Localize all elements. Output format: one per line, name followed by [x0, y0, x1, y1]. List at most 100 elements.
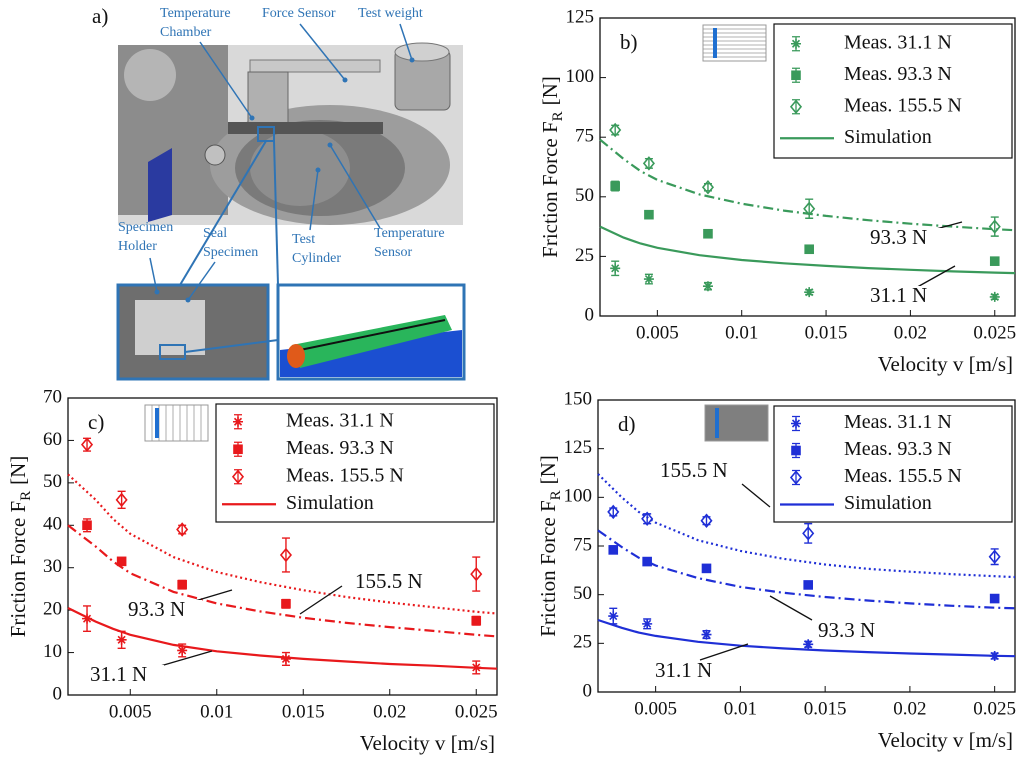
y-tick-label: 50 — [575, 185, 594, 206]
bolt — [204, 144, 226, 166]
fem-edge — [299, 319, 446, 351]
x-tick-label: 0.02 — [893, 698, 926, 719]
marker-diamond — [700, 513, 713, 528]
legend-label: Meas. 31.1 N — [844, 31, 952, 53]
marker-star — [471, 662, 482, 673]
blue-plate — [148, 148, 172, 222]
marker-diamond — [988, 219, 1001, 234]
callout-label: Specimen — [203, 245, 258, 260]
marker-square — [989, 256, 1000, 266]
y-tick-label: 150 — [564, 388, 593, 409]
marker-square — [989, 593, 1000, 604]
fem-base — [280, 330, 462, 377]
chart: 0 25 50 75 100 125 0.005 0.01 0.015 0.02 0.025 Velo… — [538, 6, 1016, 375]
simulation-curve — [597, 529, 1016, 610]
weight-top — [394, 42, 450, 62]
y-label-main: Friction Force F — [538, 121, 562, 258]
legend-box — [773, 405, 1013, 523]
marker-star — [701, 629, 712, 640]
callout-leader — [299, 23, 346, 81]
y-label-unit: [N] — [6, 456, 30, 485]
marker-diamond — [115, 492, 128, 508]
y-tick-label: 0 — [585, 304, 595, 325]
y-tick-label: 75 — [573, 534, 592, 555]
chart: 0 25 50 75 100 125 150 0.005 0.01 0.015 0.02 0.025 V… — [536, 388, 1016, 751]
marker-diamond — [607, 504, 620, 520]
callout-dot — [315, 167, 321, 173]
panel-label: c) — [88, 410, 104, 434]
thumbnail — [702, 24, 767, 62]
marker-star — [702, 281, 713, 292]
callout-label: Temperature — [160, 6, 231, 21]
photo-panel — [116, 42, 466, 381]
legend-label: Simulation — [844, 492, 932, 514]
x-tick-label: 0.015 — [805, 322, 848, 343]
marker-star — [177, 645, 188, 656]
legend-label: Simulation — [286, 492, 374, 514]
marker-star — [82, 613, 93, 624]
callout-dot — [185, 297, 191, 303]
y-tick-label: 50 — [573, 583, 592, 604]
marker-diamond — [609, 122, 622, 138]
thumbnail-bar — [155, 408, 159, 438]
y-label-unit: [N] — [536, 455, 560, 484]
annotation-bg — [653, 661, 729, 683]
y-axis-label: Friction Force FR [N] — [536, 455, 565, 637]
marker-star — [608, 611, 619, 622]
legend-label: Meas. 155.5 N — [844, 94, 962, 116]
y-label-main: Friction Force F — [6, 501, 30, 638]
marker-star — [280, 653, 291, 664]
marker-star — [610, 263, 621, 274]
thumbnail-bar — [713, 28, 717, 58]
annotation-leader — [299, 585, 343, 615]
marker-diamond — [701, 180, 715, 195]
y-tick-label: 25 — [575, 245, 594, 266]
marker-square — [608, 545, 619, 555]
y-tick-label: 100 — [566, 66, 595, 87]
panel-label: d) — [618, 412, 636, 436]
marker-diamond — [802, 526, 815, 541]
legend-marker — [789, 99, 803, 114]
annotation: 93.3 N — [128, 597, 185, 621]
callout-leader — [187, 261, 216, 301]
marker-star — [989, 291, 1000, 302]
y-axis-label: Friction Force FR [N] — [6, 456, 35, 638]
callout-leader — [199, 41, 253, 119]
marker-diamond — [988, 549, 1001, 564]
legend-label: Meas. 31.1 N — [844, 411, 952, 433]
marker-star — [803, 639, 814, 650]
y-tick-label: 70 — [43, 386, 62, 407]
chart: 0 10 20 30 40 50 60 70 0.005 0.01 0.015 0.02 0.025 Ve… — [6, 386, 498, 755]
marker-square — [804, 244, 814, 255]
annotation: 155.5 N — [355, 569, 423, 593]
legend-box — [215, 403, 495, 523]
x-tick-label: 0.01 — [725, 322, 758, 343]
holder-shape — [135, 300, 205, 355]
zoom-line — [179, 140, 267, 286]
machine-wheel — [124, 49, 176, 101]
simulation-curve — [599, 138, 1016, 232]
simulation-curve — [597, 618, 1016, 658]
y-tick-label: 125 — [564, 437, 593, 458]
plot-frame — [67, 397, 498, 696]
simulation-curve — [597, 473, 1016, 579]
callout-label: Test — [292, 232, 315, 247]
simulation-curve — [67, 473, 498, 615]
x-tick-label: 0.02 — [373, 701, 406, 722]
y-tick-label: 50 — [43, 471, 62, 492]
y-tick-label: 0 — [53, 683, 63, 704]
callout-label: Holder — [118, 239, 157, 254]
annotation: 31.1 N — [90, 662, 147, 686]
simulation-curve — [599, 225, 1016, 275]
annotation: 31.1 N — [655, 658, 712, 682]
y-tick-label: 100 — [564, 486, 593, 507]
x-tick-label: 0.02 — [894, 322, 927, 343]
callout-label: Sensor — [374, 245, 412, 260]
marker-square — [701, 563, 712, 574]
y-label-sub: R — [550, 111, 566, 121]
error-bar — [281, 537, 290, 573]
annotation-bg — [126, 600, 202, 622]
y-tick-label: 30 — [43, 556, 62, 577]
annotation: 93.3 N — [870, 225, 927, 249]
